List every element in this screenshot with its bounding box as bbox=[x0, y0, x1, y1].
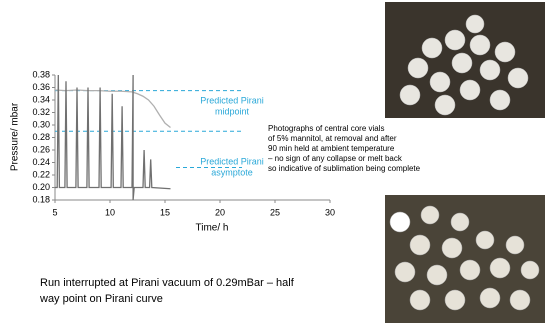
y-tick-label: 0.28 bbox=[32, 132, 50, 142]
x-tick-label: 10 bbox=[105, 207, 115, 217]
y-tick-label: 0.30 bbox=[32, 119, 50, 129]
x-tick-label: 20 bbox=[215, 207, 225, 217]
y-tick-label: 0.24 bbox=[32, 157, 50, 167]
y-tick-label: 0.22 bbox=[32, 169, 50, 179]
photo-caption: Photographs of central core vials bbox=[268, 124, 385, 133]
annotation: Predicted Pirani bbox=[200, 95, 264, 105]
x-tick-label: 30 bbox=[325, 207, 335, 217]
y-tick-label: 0.26 bbox=[32, 144, 50, 154]
photo-caption: of 5% mannitol, at removal and after bbox=[268, 134, 397, 143]
y-tick-label: 0.18 bbox=[32, 194, 50, 204]
photo-top bbox=[385, 2, 545, 118]
y-tick-label: 0.38 bbox=[32, 69, 50, 79]
photo-caption: – no sign of any collapse or melt back bbox=[268, 154, 403, 163]
y-tick-label: 0.34 bbox=[32, 94, 50, 104]
footer-text: Run interrupted at Pirani vacuum of 0.29… bbox=[40, 277, 295, 289]
data-line bbox=[55, 74, 171, 201]
photo-caption: so indicative of sublimation being compl… bbox=[268, 164, 421, 173]
photo-bottom bbox=[385, 195, 545, 323]
y-axis-label: Pressure/ mbar bbox=[10, 102, 21, 171]
data-line bbox=[54, 89, 171, 129]
y-tick-label: 0.20 bbox=[32, 182, 50, 192]
annotation: Predicted Pirani bbox=[200, 156, 264, 166]
y-tick-label: 0.32 bbox=[32, 107, 50, 117]
footer-text: way point on Pirani curve bbox=[39, 293, 163, 305]
x-tick-label: 15 bbox=[160, 207, 170, 217]
x-tick-label: 5 bbox=[52, 207, 57, 217]
annotation: asymptote bbox=[211, 167, 253, 177]
photo-caption: 90 min held at ambient temperature bbox=[268, 144, 395, 153]
y-tick-label: 0.36 bbox=[32, 82, 50, 92]
x-axis-label: Time/ h bbox=[196, 223, 229, 234]
x-tick-label: 25 bbox=[270, 207, 280, 217]
annotation: midpoint bbox=[215, 106, 250, 116]
